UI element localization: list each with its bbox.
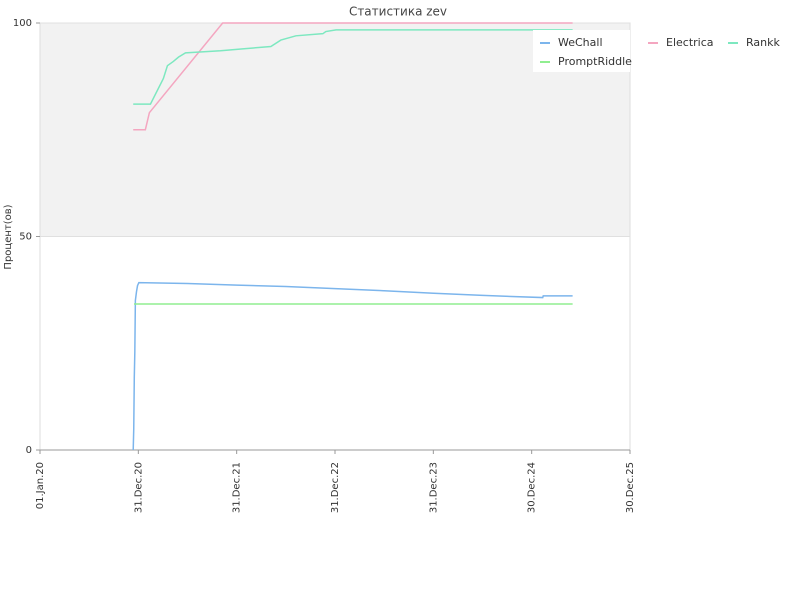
y-tick-label: 50 <box>19 232 32 243</box>
x-tick-label: 01.Jan.20 <box>35 462 46 509</box>
legend-label: WeChall <box>558 36 603 49</box>
legend-label: PromptRiddle <box>558 55 632 68</box>
x-tick-label: 30.Dec.25 <box>625 462 636 513</box>
line <box>132 281 573 451</box>
y-axis-label: Процент(ов) <box>3 204 14 269</box>
x-tick-label: 31.Dec.23 <box>428 462 439 513</box>
legend-label: Rankk <box>746 36 780 49</box>
x-tick-label: 31.Dec.21 <box>232 462 243 513</box>
x-tick-label: 30.Dec.24 <box>527 462 538 513</box>
legend-label: Electrica <box>666 36 714 49</box>
y-tick-label: 0 <box>26 445 32 456</box>
line <box>133 29 573 105</box>
y-tick-label: 100 <box>13 18 32 29</box>
chart-title: Статистика zev <box>349 5 447 19</box>
line <box>133 22 573 131</box>
x-tick-label: 31.Dec.20 <box>133 462 144 513</box>
legend-box <box>533 30 630 72</box>
x-tick-label: 31.Dec.22 <box>330 462 341 513</box>
